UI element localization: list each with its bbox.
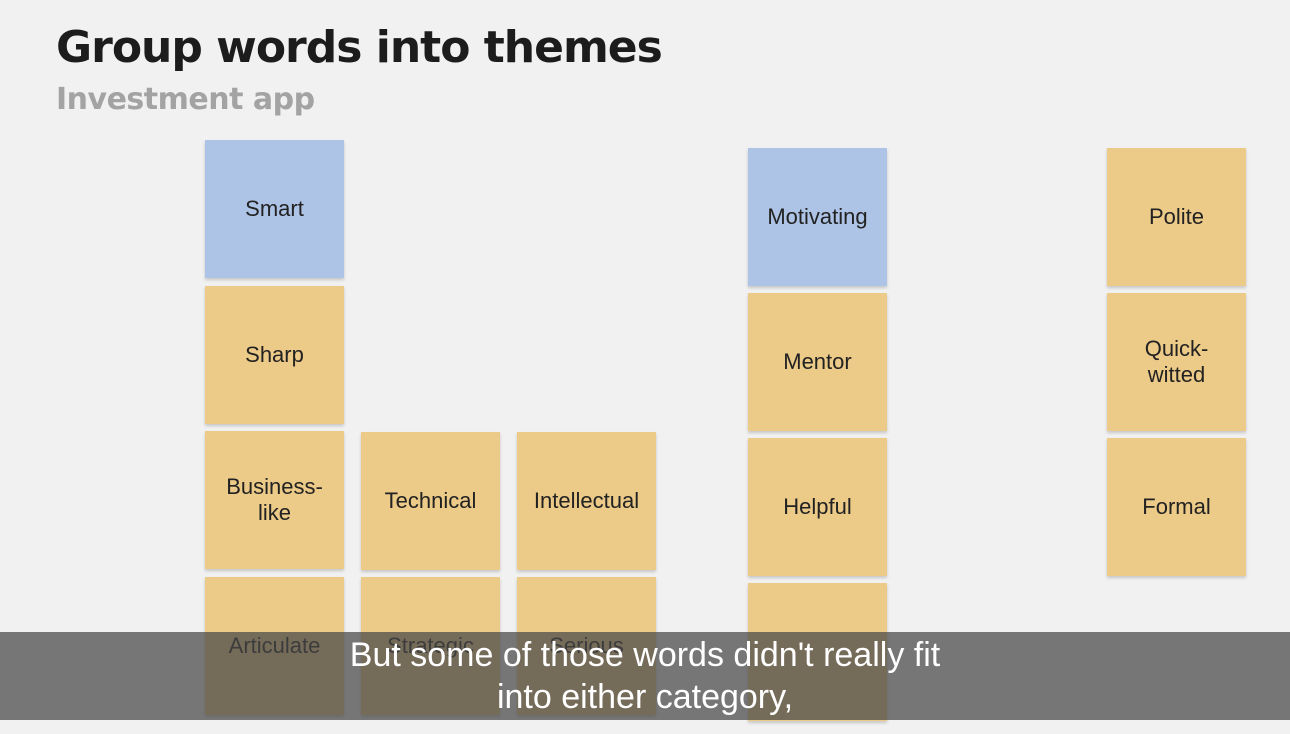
sticky-note: Technical <box>361 432 500 570</box>
subtitle: Investment app <box>56 82 315 117</box>
sticky-note: Intellectual <box>517 432 656 570</box>
caption: But some of those words didn't really fi… <box>0 632 1290 720</box>
sticky-note: Sharp <box>205 286 344 424</box>
caption-line: into either category, <box>496 678 794 716</box>
sticky-note: Helpful <box>748 438 887 576</box>
note-text: Mentor <box>783 349 852 374</box>
note-text: Business- <box>226 474 323 499</box>
sticky-note: Smart <box>205 140 344 278</box>
note-text: Polite <box>1148 204 1205 229</box>
note-text: Quick- <box>1144 336 1209 361</box>
sticky-note: Quick-witted <box>1107 293 1246 431</box>
caption-line: But some of those words didn't really fi… <box>349 636 941 674</box>
note-text: witted <box>1147 362 1206 387</box>
sticky-note: Business-like <box>205 431 344 569</box>
note-text: like <box>257 500 291 525</box>
note-text: Technical <box>384 488 477 513</box>
note-text: Sharp <box>245 342 304 367</box>
sticky-note: Motivating <box>748 148 887 286</box>
title: Group words into themes <box>56 22 663 73</box>
sticky-note: Formal <box>1107 438 1246 576</box>
note-text: Intellectual <box>533 488 640 513</box>
note-text: Formal <box>1142 494 1211 519</box>
sticky-note: Polite <box>1107 148 1246 286</box>
sticky-note: Mentor <box>748 293 887 431</box>
note-text: Helpful <box>783 494 852 519</box>
note-text: Motivating <box>767 204 868 229</box>
note-text: Smart <box>245 196 304 221</box>
